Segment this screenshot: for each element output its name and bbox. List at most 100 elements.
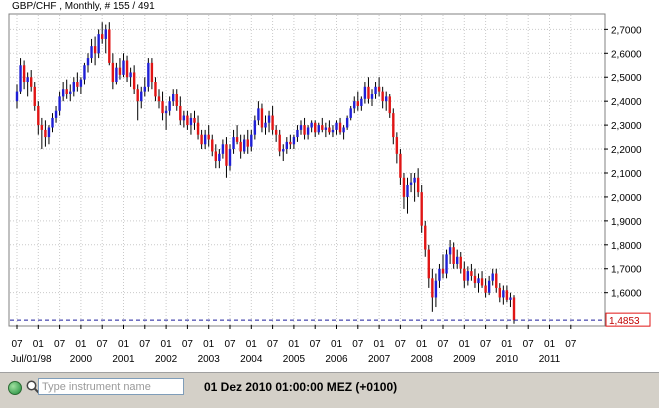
candle [108,22,111,66]
y-tick-label: 2,3000 [611,121,642,132]
candle [246,129,249,154]
x-tick-label: 01 [246,339,258,350]
candle [101,22,104,44]
candle [196,115,200,140]
candle-body [463,268,466,281]
x-tick-label: 07 [182,339,194,350]
candle-body [207,134,210,140]
x-year-label: 2000 [70,354,93,365]
candle-body [47,127,51,138]
candle [61,82,65,102]
candle-body [200,134,203,145]
candle-body [93,46,97,54]
candle [211,134,214,157]
candle-body [285,141,288,150]
y-tick-label: 1,7000 [611,265,642,276]
candle-body [132,72,136,90]
candle-body [395,137,399,154]
candle-body [221,144,225,154]
candle [193,110,196,130]
candle [392,108,395,145]
x-year-label: 2003 [198,354,221,365]
candle-body [321,125,324,130]
candle-body [196,122,200,135]
candle-body [509,297,512,300]
candle [129,67,132,87]
x-tick-label: 01 [118,339,130,350]
candle [221,139,225,159]
candle-body [193,117,196,123]
candle-body [44,129,47,138]
candle [505,285,509,303]
candle-body [228,149,232,166]
candle [328,120,331,135]
y-tick-label: 2,5000 [611,73,642,84]
x-tick-label: 07 [523,339,535,350]
candle-body [26,77,29,83]
candle-body [243,139,246,152]
candle [26,72,29,97]
candle [438,263,441,288]
candle-body [76,82,79,87]
candle-body [232,137,235,150]
connection-status-icon[interactable] [8,381,22,395]
candle [427,244,430,288]
candle [409,172,413,193]
candle [253,115,257,140]
candle [456,249,459,269]
candle [214,144,217,169]
candle [154,77,157,102]
candle [388,93,391,118]
candle [203,129,207,150]
candle [260,103,264,133]
candle [179,96,182,126]
y-tick-label: 1,6000 [611,289,642,300]
candle [331,125,335,138]
candle [296,125,299,142]
candle [487,275,491,296]
candle-series [15,22,516,324]
x-year-label: 2008 [411,354,434,365]
candle-body [413,177,416,183]
candle [434,273,438,308]
candle [271,105,274,135]
candle [349,105,352,121]
x-tick-label: 07 [395,339,407,350]
x-tick-label: 01 [331,339,343,350]
candle-body [367,86,370,99]
candle [282,144,285,162]
candle [502,285,505,305]
candle-body [345,117,349,128]
candle [314,120,317,138]
x-tick-label: 01 [75,339,87,350]
candle-body [111,62,115,83]
instrument-search-input[interactable] [38,378,184,395]
candle [377,77,381,97]
candle [104,24,107,54]
candle [235,125,239,145]
server-datetime: 01 Dez 2010 01:00:00 MEZ (+0100) [204,380,398,394]
candle-body [370,93,374,99]
grid-lines [10,15,604,325]
candle [385,91,388,111]
candle-body [30,77,33,87]
candle-body [225,144,228,166]
candle-body [264,122,267,128]
x-year-label: 2006 [325,354,348,365]
candle [40,117,44,150]
candle-body [260,108,264,128]
candle [250,129,253,152]
x-tick-label: 01 [501,339,513,350]
candle-body [299,125,303,130]
candle-body [101,34,104,39]
candle [83,62,86,85]
candle-body [150,62,154,83]
candle [395,132,399,164]
candle-body [143,86,146,92]
y-tick-label: 2,1000 [611,169,642,180]
candle-body [37,105,40,126]
candle [182,110,186,128]
candle [473,268,477,288]
candle [172,89,175,106]
x-year-label: 2009 [453,354,476,365]
